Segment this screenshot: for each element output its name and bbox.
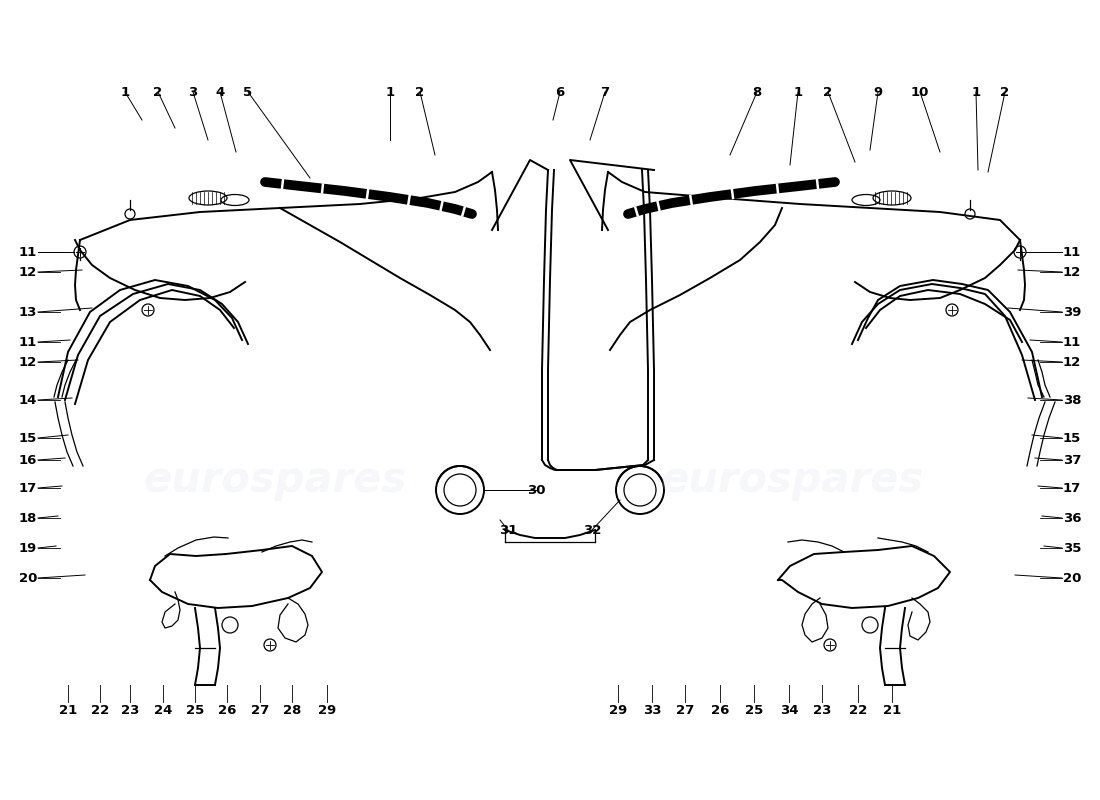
Text: 3: 3	[188, 86, 198, 98]
Text: 2: 2	[824, 86, 833, 98]
Text: 1: 1	[385, 86, 395, 98]
Text: 37: 37	[1063, 454, 1081, 466]
Text: 23: 23	[121, 703, 140, 717]
Text: 22: 22	[91, 703, 109, 717]
Text: 38: 38	[1063, 394, 1081, 406]
Text: 10: 10	[911, 86, 930, 98]
Text: 17: 17	[1063, 482, 1081, 494]
Text: 14: 14	[19, 394, 37, 406]
Text: 25: 25	[745, 703, 763, 717]
Text: 12: 12	[1063, 355, 1081, 369]
Text: 11: 11	[19, 246, 37, 258]
Text: 1: 1	[971, 86, 980, 98]
Text: 4: 4	[216, 86, 224, 98]
Text: 39: 39	[1063, 306, 1081, 318]
Text: 30: 30	[527, 483, 546, 497]
Text: 31: 31	[498, 523, 517, 537]
Text: eurospares: eurospares	[143, 459, 407, 501]
Text: 12: 12	[19, 355, 37, 369]
Text: 2: 2	[416, 86, 425, 98]
Text: 11: 11	[19, 335, 37, 349]
Text: 23: 23	[813, 703, 832, 717]
Text: 25: 25	[186, 703, 205, 717]
Text: 8: 8	[752, 86, 761, 98]
Text: 33: 33	[642, 703, 661, 717]
Text: 22: 22	[849, 703, 867, 717]
Text: 2: 2	[1000, 86, 1010, 98]
Text: 24: 24	[154, 703, 173, 717]
Text: 36: 36	[1063, 511, 1081, 525]
Text: 16: 16	[19, 454, 37, 466]
Text: 27: 27	[675, 703, 694, 717]
Text: 35: 35	[1063, 542, 1081, 554]
Text: 21: 21	[59, 703, 77, 717]
Text: 32: 32	[583, 523, 602, 537]
Text: 1: 1	[793, 86, 803, 98]
Text: 5: 5	[243, 86, 253, 98]
Text: 28: 28	[283, 703, 301, 717]
Text: 9: 9	[873, 86, 882, 98]
Text: 13: 13	[19, 306, 37, 318]
Text: 29: 29	[318, 703, 337, 717]
Text: 17: 17	[19, 482, 37, 494]
Text: eurospares: eurospares	[660, 459, 924, 501]
Text: 15: 15	[1063, 431, 1081, 445]
Text: 29: 29	[609, 703, 627, 717]
Text: 18: 18	[19, 511, 37, 525]
Text: 20: 20	[1063, 571, 1081, 585]
Text: 15: 15	[19, 431, 37, 445]
Text: 19: 19	[19, 542, 37, 554]
Text: 11: 11	[1063, 246, 1081, 258]
Text: 11: 11	[1063, 335, 1081, 349]
Text: 12: 12	[19, 266, 37, 278]
Text: 21: 21	[883, 703, 901, 717]
Text: 12: 12	[1063, 266, 1081, 278]
Text: 34: 34	[780, 703, 799, 717]
Text: 27: 27	[251, 703, 270, 717]
Text: 6: 6	[556, 86, 564, 98]
Text: 20: 20	[19, 571, 37, 585]
Text: 2: 2	[153, 86, 163, 98]
Text: 1: 1	[120, 86, 130, 98]
Text: 26: 26	[218, 703, 236, 717]
Text: 7: 7	[601, 86, 609, 98]
Text: 26: 26	[711, 703, 729, 717]
